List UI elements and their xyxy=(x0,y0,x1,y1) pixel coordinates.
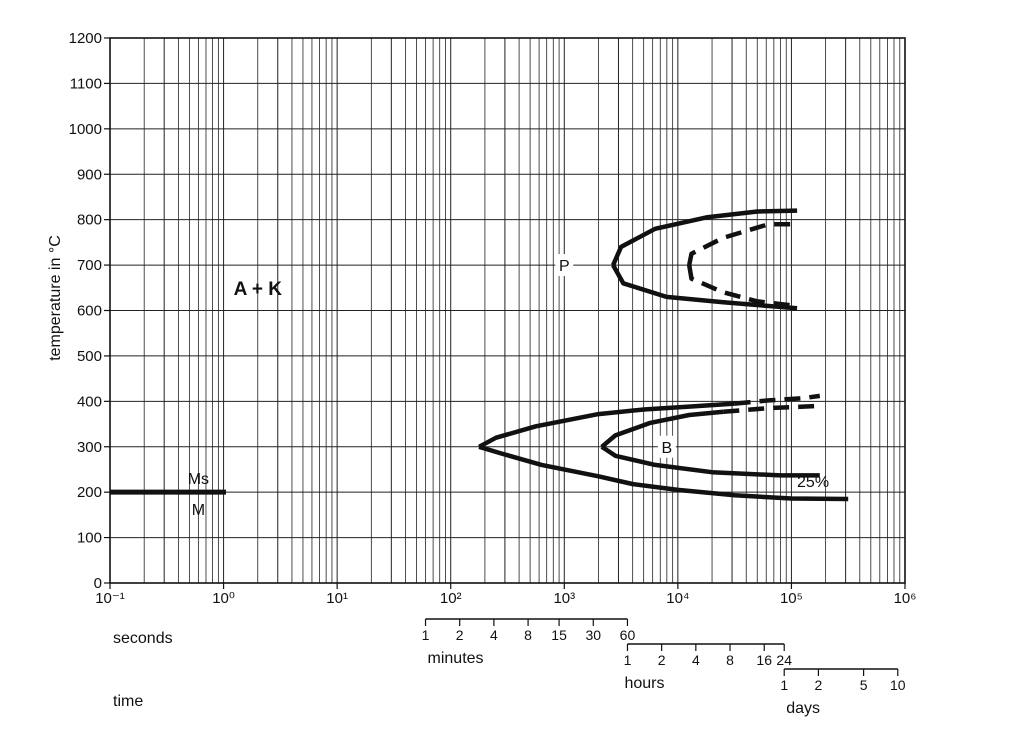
minutes-tick-label: 1 xyxy=(422,627,430,643)
y-tick-label: 500 xyxy=(77,348,102,365)
x-tick-label: 10¹ xyxy=(326,590,348,607)
y-tick-label: 900 xyxy=(77,166,102,183)
days-tick-label: 1 xyxy=(780,677,788,693)
x-tick-label: 10⁻¹ xyxy=(95,590,125,607)
x-tick-label: 10² xyxy=(440,590,462,607)
days-label: days xyxy=(786,700,820,717)
hours-label: hours xyxy=(624,675,664,692)
curve-solid xyxy=(600,409,724,449)
x-tick-label: 10³ xyxy=(553,590,575,607)
y-tick-label: 1200 xyxy=(69,30,102,47)
seconds-label: seconds xyxy=(113,630,173,647)
minutes-tick-label: 60 xyxy=(620,627,636,643)
hours-tick-label: 2 xyxy=(658,652,666,668)
ms-label: Ms xyxy=(188,471,209,488)
y-axis: 0 100 200 300 400 500 600 700 800 900 1000 1100 1200 xyxy=(69,30,110,592)
y-tick-label: 0 xyxy=(94,575,102,592)
curve-solid xyxy=(478,444,849,502)
grid xyxy=(109,37,905,584)
m-label: M xyxy=(192,502,205,519)
y-tick-label: 800 xyxy=(77,212,102,229)
days-tick-label: 10 xyxy=(890,677,906,693)
hours-tick-label: 4 xyxy=(692,652,700,668)
hours-tick-label: 24 xyxy=(776,652,792,668)
minutes-tick-label: 8 xyxy=(524,627,532,643)
days-tick-label: 5 xyxy=(860,677,868,693)
y-tick-label: 100 xyxy=(77,530,102,547)
region-label: A + K xyxy=(234,279,283,300)
y-axis-title: temperature in °C xyxy=(47,235,64,361)
label-backdrop xyxy=(657,435,676,458)
x-tick-label: 10⁴ xyxy=(666,590,689,607)
x-tick-label: 10⁶ xyxy=(894,590,917,607)
hours-tick-label: 16 xyxy=(756,652,772,668)
x-axis: 10⁻¹ 10⁰ 10¹ 10² 10³ 10⁴ 10⁵ 10⁶ xyxy=(95,583,916,607)
x-tick-label: 10⁰ xyxy=(212,590,235,607)
y-tick-label: 600 xyxy=(77,303,102,320)
curve-dashed xyxy=(734,393,821,406)
y-tick-label: 200 xyxy=(77,484,102,501)
time-label: time xyxy=(113,693,143,710)
curve-dashed xyxy=(686,264,798,309)
region-label: P xyxy=(559,258,570,275)
region-label: B xyxy=(662,440,673,457)
curve-dashed xyxy=(686,221,798,266)
minutes-tick-label: 15 xyxy=(551,627,567,643)
curve-solid xyxy=(478,401,735,449)
days-tick-label: 2 xyxy=(815,677,823,693)
hours-tick-label: 1 xyxy=(624,652,632,668)
minutes-tick-label: 2 xyxy=(456,627,464,643)
curve-solid xyxy=(611,263,798,311)
y-tick-label: 1100 xyxy=(70,75,102,92)
label-backdrop xyxy=(555,254,574,277)
minutes-tick-label: 30 xyxy=(585,627,601,643)
minutes-label: minutes xyxy=(428,650,484,667)
y-tick-label: 300 xyxy=(77,439,102,456)
curve-dashed xyxy=(723,403,820,415)
y-tick-label: 400 xyxy=(77,393,102,410)
curve-solid xyxy=(611,208,798,267)
curve-solid xyxy=(600,444,820,478)
y-tick-label: 700 xyxy=(77,257,102,274)
hours-tick-label: 8 xyxy=(726,652,734,668)
annotation-label: 25% xyxy=(797,474,829,491)
transformation-curves xyxy=(110,208,849,502)
x-tick-label: 10⁵ xyxy=(780,590,803,607)
region-labels: A + K P B Ms M 25% xyxy=(188,254,829,519)
y-tick-label: 1000 xyxy=(69,121,102,138)
minutes-tick-label: 4 xyxy=(490,627,498,643)
